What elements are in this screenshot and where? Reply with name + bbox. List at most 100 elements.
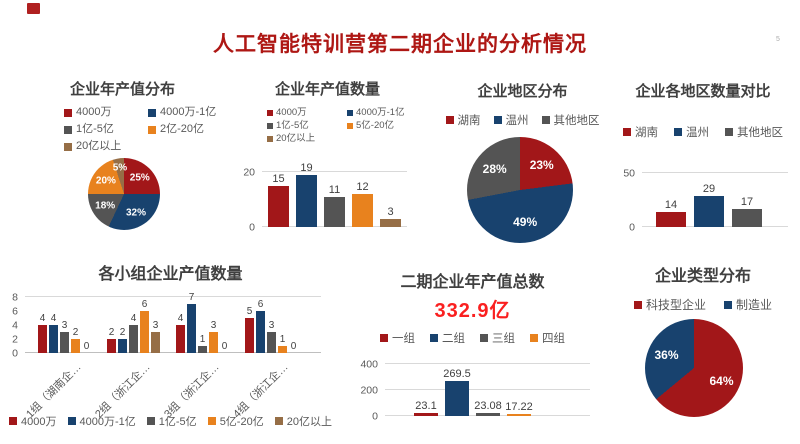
pie-slice-label: 36% [654, 348, 679, 363]
bar [476, 413, 500, 416]
legend-item: 温州 [674, 124, 709, 140]
legend-swatch [207, 417, 216, 425]
legend-label: 4000万 [76, 106, 112, 118]
chart-region-distribution: 企业地区分布 湖南 温州 其他地区 23% 49% 28% [435, 80, 610, 252]
legend-swatch [267, 135, 273, 142]
bar [324, 197, 345, 227]
bar [245, 318, 254, 353]
pie-slice-label: 49% [513, 215, 538, 230]
legend-item: 20亿以上 [64, 138, 148, 155]
bar-value-label: 29 [702, 182, 716, 195]
bars-area: 14 29 17 [642, 173, 788, 227]
legend-swatch [146, 417, 155, 425]
bar [49, 325, 58, 353]
bar-column: 17.22 [505, 400, 533, 416]
y-axis-tick-label: 200 [360, 383, 378, 396]
x-axis-category-label: 2组（浙江企… [92, 361, 153, 421]
y-axis-tick-label: 0 [12, 346, 18, 359]
legend-item: 4000万-1亿 [67, 413, 136, 429]
bar-value-label: 0 [83, 341, 90, 352]
page-number: 5 [776, 36, 780, 43]
legend-swatch [493, 116, 502, 124]
pie-chart: 23% 49% 28% [467, 137, 573, 243]
legend-swatch [267, 122, 273, 129]
bar-value-label: 2 [119, 327, 126, 338]
bar-value-label: 1 [199, 334, 206, 345]
bar-value-label: 15 [272, 172, 285, 185]
y-axis-tick-label: 8 [12, 290, 18, 303]
legend-swatch [380, 334, 388, 342]
legend-label: 1亿-5亿 [76, 123, 114, 135]
legend-swatch [530, 334, 538, 342]
bar [296, 175, 317, 227]
bar [140, 311, 149, 353]
bar [176, 325, 185, 353]
legend-label: 20亿以上 [286, 416, 332, 428]
bar [732, 209, 762, 227]
legend-swatch [674, 128, 682, 136]
legend-item: 科技型企业 [633, 296, 706, 313]
pie-slice-label: 20% [95, 175, 116, 187]
bar-value-label: 3 [387, 205, 394, 218]
y-axis-tick-label: 20 [243, 165, 255, 178]
bar-plot: 0 50 14 29 17 [623, 168, 788, 232]
legend-label: 四组 [542, 333, 565, 345]
legend-label: 4000万 [276, 107, 307, 118]
x-axis-category-label: 4组（浙江企… [230, 361, 291, 421]
bar-column: 3 [380, 206, 401, 227]
bar [107, 339, 116, 353]
bar-value-label: 6 [257, 299, 264, 310]
bar-column: 2 [107, 327, 116, 353]
bar [60, 332, 69, 353]
legend-label: 1亿-5亿 [158, 416, 197, 428]
gridline [385, 389, 590, 390]
bar-value-label: 2 [72, 327, 79, 338]
legend-item: 20亿以上 [267, 132, 347, 145]
bar [256, 311, 265, 353]
bar-column: 23.1 [414, 400, 438, 416]
bar-value-label: 17.22 [505, 400, 533, 413]
legend-item: 湖南 [445, 112, 481, 128]
bar-value-label: 7 [188, 292, 195, 303]
legend-label: 三组 [492, 333, 515, 345]
legend-label: 二组 [442, 333, 465, 345]
legend-item: 5亿-20亿 [207, 413, 264, 429]
bar-column: 269.5 [443, 367, 471, 416]
legend-swatch [9, 417, 18, 425]
legend-label: 5亿-20亿 [219, 416, 264, 428]
legend-item: 湖南 [623, 124, 658, 140]
y-axis-tick-label: 400 [360, 357, 378, 370]
bar-value-label: 269.5 [443, 367, 471, 380]
gridline [642, 172, 788, 173]
legend-item: 4000万 [64, 104, 148, 121]
legend-item: 4000万 [267, 106, 347, 119]
legend-item: 温州 [493, 112, 529, 128]
legend-label: 4000万-1亿 [160, 106, 217, 118]
legend-label: 其他地区 [737, 127, 783, 139]
bar-column: 0 [289, 341, 298, 353]
legend-item: 二组 [430, 330, 465, 346]
bar [129, 325, 138, 353]
legend-item: 2亿-20亿 [148, 121, 232, 138]
legend-item: 5亿-20亿 [347, 119, 427, 132]
bar [267, 332, 276, 353]
legend-label: 其他地区 [553, 115, 600, 127]
bar-column: 23.08 [474, 400, 502, 416]
chart-total-annual-output: 二期企业年产值总数 332.9亿 一组 二组 三组 四组 0 200 400 23.1 269… [350, 268, 595, 444]
chart-annual-output-count: 企业年产值数量 4000万 4000万-1亿 1亿-5亿 5亿-20亿 20亿以上 0 2… [225, 78, 430, 248]
bar-value-label: 23.1 [415, 399, 437, 412]
chart-legend: 一组 二组 三组 四组 [350, 330, 595, 346]
bar-column: 19 [296, 162, 317, 227]
bar [71, 339, 80, 353]
bar-column: 7 [187, 292, 196, 353]
bar [694, 196, 724, 227]
legend-label: 5亿-20亿 [356, 120, 395, 131]
legend-swatch [724, 300, 732, 309]
bar-value-label: 6 [141, 299, 148, 310]
bar [118, 339, 127, 353]
legend-swatch [541, 116, 550, 124]
bar [198, 346, 207, 353]
pie-slice-label: 32% [125, 207, 146, 219]
legend-label: 4000万 [21, 416, 57, 428]
